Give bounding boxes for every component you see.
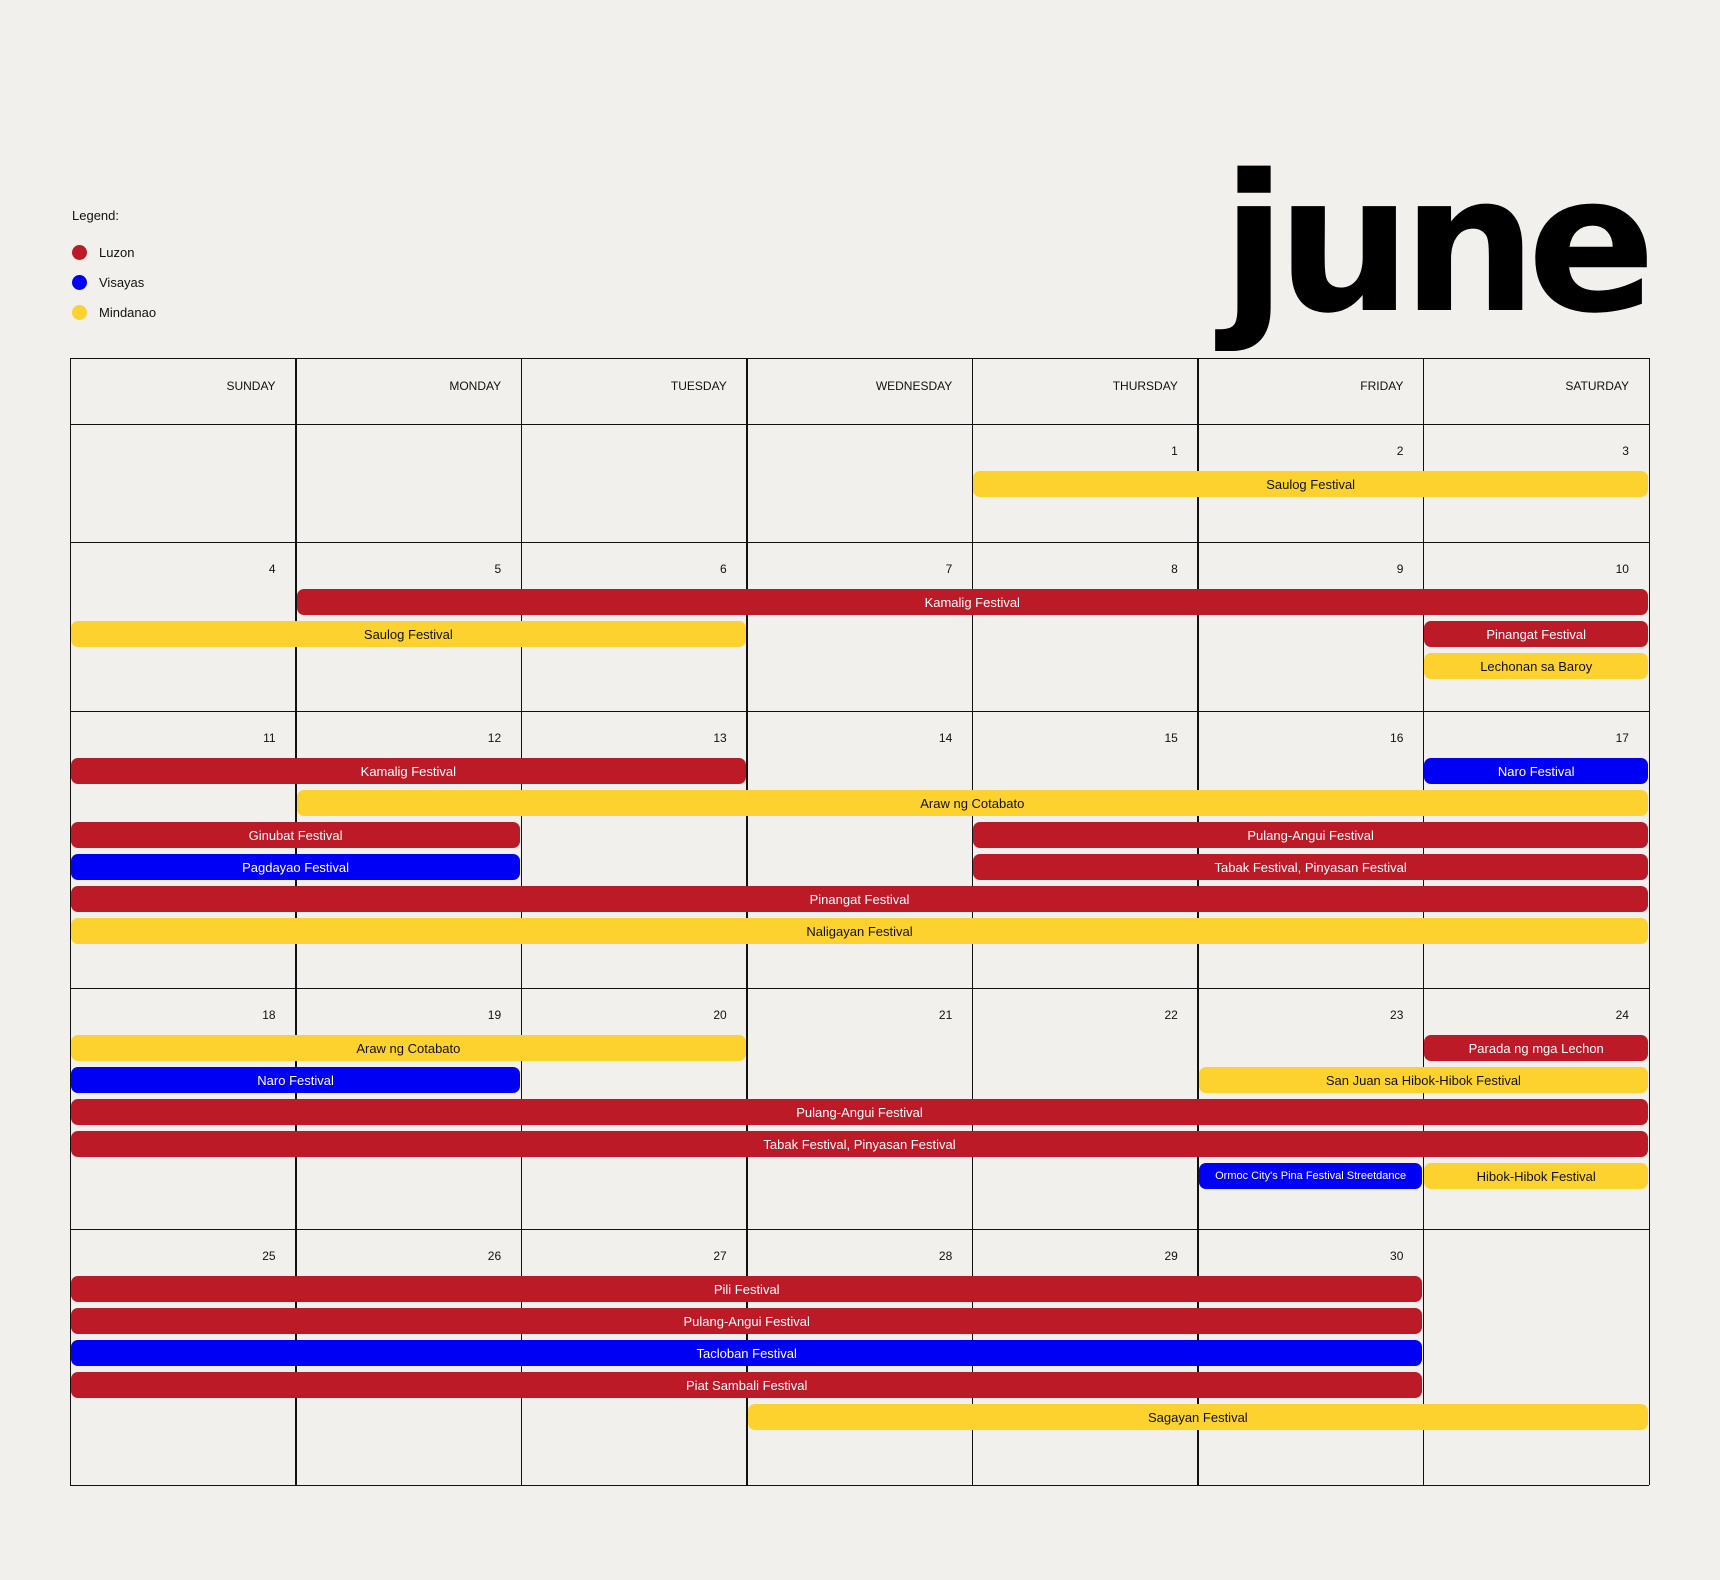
legend-item-mindanao: Mindanao: [72, 297, 156, 327]
grid-hline: [70, 357, 1649, 359]
event-bar-luzon[interactable]: Kamalig Festival: [296, 589, 1648, 615]
event-bar-luzon[interactable]: Pinangat Festival: [1424, 621, 1648, 647]
weekday-header-thursday: THURSDAY: [1112, 379, 1178, 393]
grid-hline: [70, 987, 1649, 989]
event-bar-mindanao[interactable]: Araw ng Cotabato: [296, 790, 1648, 816]
mindanao-dot-icon: [72, 304, 87, 320]
event-bar-luzon[interactable]: Parada ng mga Lechon: [1424, 1035, 1648, 1061]
weekday-header-monday: MONDAY: [449, 379, 502, 393]
legend-label-visayas: Visayas: [99, 274, 145, 290]
event-bar-luzon[interactable]: Kamalig Festival: [71, 758, 746, 784]
day-number[interactable]: 19: [487, 1008, 502, 1022]
event-bar-mindanao[interactable]: San Juan sa Hibok-Hibok Festival: [1198, 1067, 1648, 1093]
luzon-dot-icon: [72, 244, 87, 260]
legend-item-visayas: Visayas: [72, 267, 156, 297]
event-bar-mindanao[interactable]: Saulog Festival: [71, 621, 746, 647]
month-title: june: [1221, 134, 1656, 355]
event-bar-mindanao[interactable]: Sagayan Festival: [747, 1404, 1648, 1430]
calendar-grid: SUNDAY MONDAY TUESDAY WEDNESDAY THURSDAY FRID…: [69, 357, 1650, 1486]
event-bar-mindanao[interactable]: Araw ng Cotabato: [71, 1035, 746, 1061]
day-number[interactable]: 27: [713, 1249, 727, 1263]
weekday-header-wednesday: WEDNESDAY: [875, 379, 953, 393]
day-number[interactable]: 26: [487, 1249, 502, 1263]
event-bar-visayas[interactable]: Ormoc City's Pina Festival Streetdance: [1198, 1163, 1423, 1189]
event-bar-mindanao[interactable]: Hibok-Hibok Festival: [1424, 1163, 1648, 1189]
day-number[interactable]: 11: [263, 731, 276, 745]
event-bar-luzon[interactable]: Pulang-Angui Festival: [973, 822, 1648, 848]
day-number[interactable]: 10: [1615, 562, 1629, 576]
day-number[interactable]: 2: [1396, 444, 1404, 458]
event-bar-luzon[interactable]: Tabak Festival, Pinyasan Festival: [973, 854, 1648, 880]
event-bar-luzon[interactable]: Piat Sambali Festival: [71, 1372, 1423, 1398]
day-number[interactable]: 30: [1390, 1249, 1404, 1263]
visayas-dot-icon: [72, 274, 87, 290]
grid-hline: [70, 541, 1649, 543]
event-bar-luzon[interactable]: Pulang-Angui Festival: [71, 1308, 1423, 1334]
event-bar-mindanao[interactable]: Saulog Festival: [973, 471, 1648, 497]
grid-vline: [1648, 358, 1650, 1485]
day-number[interactable]: 3: [1622, 444, 1629, 458]
day-number[interactable]: 18: [262, 1008, 276, 1022]
day-number[interactable]: 15: [1164, 731, 1178, 745]
grid-hline: [70, 423, 1649, 425]
weekday-header-tuesday: TUESDAY: [670, 379, 727, 393]
day-number[interactable]: 23: [1390, 1008, 1404, 1022]
day-number[interactable]: 24: [1615, 1008, 1629, 1022]
event-bar-luzon[interactable]: Pinangat Festival: [71, 886, 1648, 912]
event-bar-luzon[interactable]: Ginubat Festival: [71, 822, 521, 848]
event-bar-visayas[interactable]: Pagdayao Festival: [71, 854, 521, 880]
legend: Legend: Luzon Visayas Mindanao: [72, 208, 156, 327]
event-bar-visayas[interactable]: Naro Festival: [71, 1067, 521, 1093]
weekday-header-saturday: SATURDAY: [1565, 379, 1629, 393]
event-bar-luzon[interactable]: Tabak Festival, Pinyasan Festival: [71, 1131, 1648, 1157]
day-number[interactable]: 14: [938, 731, 953, 745]
day-number[interactable]: 25: [262, 1249, 276, 1263]
day-number[interactable]: 9: [1396, 562, 1404, 576]
day-number[interactable]: 29: [1164, 1249, 1178, 1263]
weekday-header-sunday: SUNDAY: [226, 379, 276, 393]
day-number[interactable]: 28: [938, 1249, 953, 1263]
day-number[interactable]: 8: [1171, 562, 1178, 576]
event-bar-luzon[interactable]: Pulang-Angui Festival: [71, 1099, 1648, 1125]
event-bar-luzon[interactable]: Pili Festival: [71, 1276, 1423, 1302]
day-number[interactable]: 7: [945, 562, 953, 576]
event-bar-visayas[interactable]: Naro Festival: [1424, 758, 1648, 784]
day-number[interactable]: 4: [268, 562, 276, 576]
legend-item-luzon: Luzon: [72, 237, 156, 267]
day-number[interactable]: 5: [494, 562, 502, 576]
day-number[interactable]: 12: [487, 731, 502, 745]
day-number[interactable]: 21: [938, 1008, 953, 1022]
grid-hline: [70, 710, 1649, 712]
event-bar-visayas[interactable]: Tacloban Festival: [71, 1340, 1423, 1366]
day-number[interactable]: 6: [720, 562, 727, 576]
grid-vline: [69, 358, 71, 1485]
legend-label-luzon: Luzon: [99, 244, 135, 260]
event-bar-mindanao[interactable]: Lechonan sa Baroy: [1424, 653, 1648, 679]
day-number[interactable]: 1: [1171, 444, 1178, 458]
day-number[interactable]: 16: [1390, 731, 1404, 745]
day-number[interactable]: 22: [1164, 1008, 1178, 1022]
legend-title: Legend:: [72, 208, 119, 223]
legend-label-mindanao: Mindanao: [99, 304, 157, 320]
event-bar-mindanao[interactable]: Naligayan Festival: [71, 918, 1648, 944]
weekday-header-friday: FRIDAY: [1360, 379, 1404, 393]
grid-hline: [70, 1228, 1649, 1230]
day-number[interactable]: 17: [1615, 731, 1629, 745]
day-number[interactable]: 20: [713, 1008, 727, 1022]
day-number[interactable]: 13: [713, 731, 727, 745]
grid-hline: [70, 1484, 1649, 1486]
